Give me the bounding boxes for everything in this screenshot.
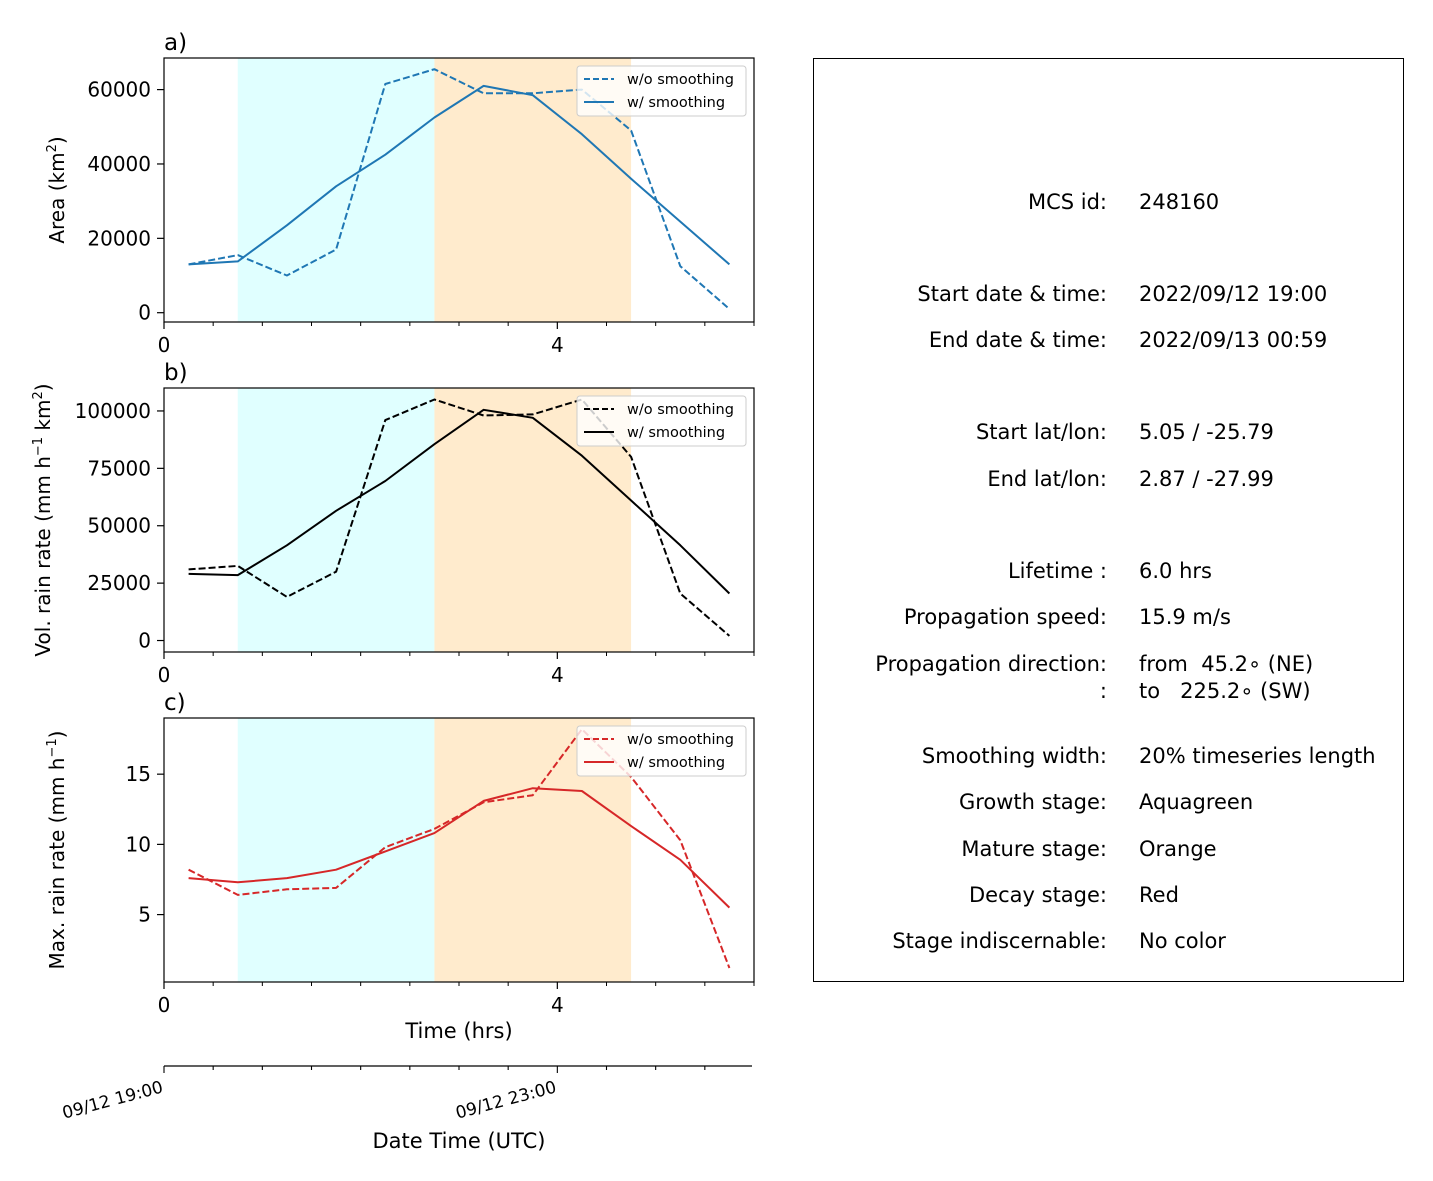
y-axis-label-text: ) bbox=[31, 383, 55, 391]
info-label: MCS id: bbox=[1027, 190, 1107, 214]
info-label: Lifetime : bbox=[1007, 559, 1107, 583]
panel-label: c) bbox=[164, 690, 186, 716]
info-value: 15.9 m/s bbox=[1139, 605, 1231, 629]
y-axis-label-superscript: 2 bbox=[31, 391, 46, 399]
y-tick-label: 20000 bbox=[87, 226, 151, 250]
y-tick-label: 0 bbox=[138, 629, 151, 653]
legend-label: w/o smoothing bbox=[627, 732, 734, 748]
y-axis-label-superscript: 2 bbox=[45, 144, 60, 152]
y-axis-label-text: km bbox=[31, 400, 55, 437]
y-tick-label: 0 bbox=[138, 301, 151, 325]
growth-stage-band bbox=[237, 388, 435, 652]
y-axis-label-text: Vol. rain rate (mm h bbox=[31, 456, 55, 657]
y-axis-label: Vol. rain rate (mm h−1 km2) bbox=[31, 383, 55, 656]
info-value: 5.05 / -25.79 bbox=[1139, 420, 1274, 444]
y-tick-label: 40000 bbox=[87, 152, 151, 176]
series-line-w-smoothing bbox=[188, 787, 731, 909]
y-tick-label: 15 bbox=[126, 762, 151, 786]
series-line-wo-smoothing bbox=[188, 728, 731, 969]
date-tick-label: 09/12 19:00 bbox=[60, 1078, 165, 1124]
info-label: Propagation speed: bbox=[903, 605, 1107, 629]
y-axis-label-text: Max. rain rate (mm h bbox=[45, 758, 69, 970]
info-label: Mature stage: bbox=[961, 837, 1107, 861]
info-value: 2022/09/13 00:59 bbox=[1139, 328, 1328, 352]
legend-label: w/ smoothing bbox=[627, 755, 725, 771]
series-line-wo-smoothing bbox=[188, 398, 731, 637]
info-value: 2.87 / -27.99 bbox=[1139, 467, 1274, 491]
chart-panel-1: 0 20000 40000 60000 0 4 a) Area (km2) w/o smooth… bbox=[45, 30, 755, 357]
series-line-w-smoothing bbox=[188, 408, 731, 595]
info-value: Orange bbox=[1139, 837, 1217, 861]
y-tick-label: 25000 bbox=[87, 571, 151, 595]
info-value: 20% timeseries length bbox=[1139, 744, 1376, 768]
legend-label: w/ smoothing bbox=[627, 95, 725, 111]
info-value: 2022/09/12 19:00 bbox=[1139, 282, 1328, 306]
info-value: 6.0 hrs bbox=[1139, 559, 1212, 583]
y-tick-label: 100000 bbox=[75, 399, 151, 423]
x-tick-label: 0 bbox=[158, 993, 171, 1017]
x-axis-label: Time (hrs) bbox=[404, 1019, 512, 1043]
date-tick-label: 09/12 23:00 bbox=[454, 1078, 559, 1124]
chart-panel-2: 0 25000 50000 75000 100000 0 4 b) Vol. rain rate… bbox=[31, 360, 755, 687]
x-tick-label: 4 bbox=[551, 993, 564, 1017]
info-value: to 225.2∘ (SW) bbox=[1139, 679, 1311, 703]
y-axis-label-text: ) bbox=[45, 731, 69, 739]
legend-box bbox=[576, 725, 747, 777]
info-value: from 45.2∘ (NE) bbox=[1139, 652, 1314, 676]
chart-panel-3: 5 10 15 0 4 c) Max. rain rate (mm h−1) w/o smoo… bbox=[45, 690, 755, 1017]
y-tick-label: 75000 bbox=[87, 456, 151, 480]
info-value: No color bbox=[1139, 929, 1226, 953]
x-tick-label: 4 bbox=[551, 333, 564, 357]
y-tick-label: 50000 bbox=[87, 514, 151, 538]
legend-label: w/o smoothing bbox=[627, 402, 734, 418]
y-axis-label: Max. rain rate (mm h−1) bbox=[45, 731, 69, 970]
info-label: Stage indiscernable: bbox=[892, 929, 1107, 953]
legend-label: w/ smoothing bbox=[627, 425, 725, 441]
x-tick-label: 4 bbox=[551, 663, 564, 687]
date-axis-label: Date Time (UTC) bbox=[373, 1129, 546, 1153]
info-label: : bbox=[1099, 679, 1107, 703]
info-label: End lat/lon: bbox=[987, 467, 1107, 491]
info-label: Smoothing width: bbox=[921, 744, 1107, 768]
info-label: End date & time: bbox=[928, 328, 1107, 352]
y-axis-label-superscript: −1 bbox=[45, 738, 60, 757]
y-tick-label: 60000 bbox=[87, 78, 151, 102]
series-line-wo-smoothing bbox=[188, 68, 731, 310]
growth-stage-band bbox=[237, 58, 435, 322]
date-axis: 09/12 19:00 09/12 23:00 Date Time (UTC) bbox=[60, 1065, 752, 1153]
x-tick-label: 0 bbox=[158, 663, 171, 687]
series-line-w-smoothing bbox=[188, 84, 731, 266]
chart-legend: w/o smoothing w/ smoothing bbox=[576, 65, 747, 117]
info-label: Propagation direction: bbox=[875, 652, 1107, 676]
info-label: Start lat/lon: bbox=[975, 420, 1107, 444]
legend-box bbox=[576, 65, 747, 117]
growth-stage-band bbox=[237, 718, 435, 982]
y-tick-label: 10 bbox=[126, 832, 151, 856]
info-value: 248160 bbox=[1139, 190, 1220, 214]
mcs-info-panel: MCS id: 248160 Start date & time: 2022/09/… bbox=[813, 58, 1404, 982]
panel-label: a) bbox=[164, 30, 187, 56]
y-tick-label: 5 bbox=[138, 903, 151, 927]
y-axis-label: Area (km2) bbox=[45, 136, 69, 243]
y-axis-label-superscript: −1 bbox=[31, 437, 46, 456]
y-axis-label-text: ) bbox=[45, 136, 69, 144]
x-tick-label: 0 bbox=[158, 333, 171, 357]
legend-label: w/o smoothing bbox=[627, 72, 734, 88]
panel-label: b) bbox=[164, 360, 188, 386]
info-label: Decay stage: bbox=[969, 883, 1107, 907]
chart-legend: w/o smoothing w/ smoothing bbox=[576, 725, 747, 777]
info-value: Red bbox=[1139, 883, 1179, 907]
info-value: Aquagreen bbox=[1139, 790, 1254, 814]
info-label: Start date & time: bbox=[917, 282, 1107, 306]
info-label: Growth stage: bbox=[958, 790, 1107, 814]
legend-box bbox=[576, 395, 747, 447]
y-axis-label-text: Area (km bbox=[45, 152, 69, 243]
chart-legend: w/o smoothing w/ smoothing bbox=[576, 395, 747, 447]
